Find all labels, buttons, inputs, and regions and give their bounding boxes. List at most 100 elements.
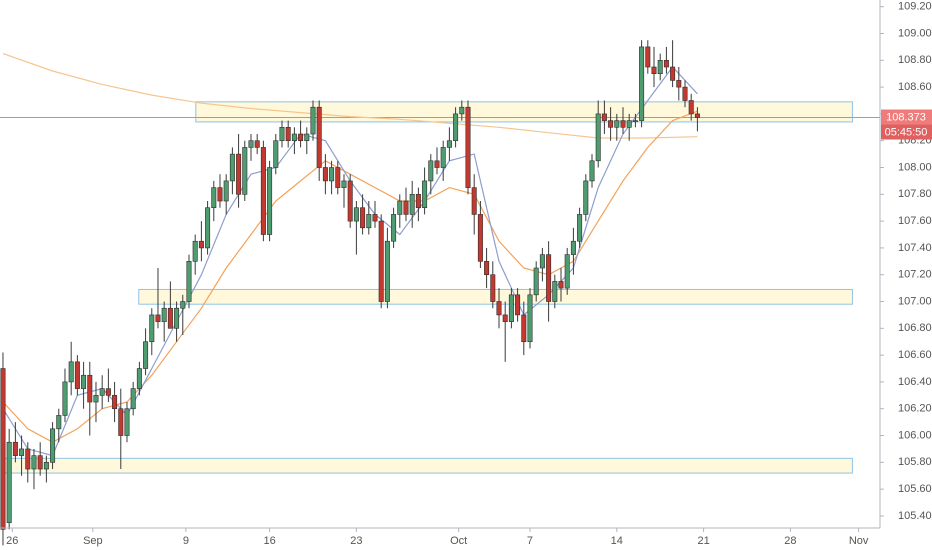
candle-body <box>366 214 372 229</box>
candle-body <box>273 140 279 168</box>
candle-body <box>614 120 620 128</box>
candle-body <box>329 167 335 182</box>
candle-body <box>521 314 527 343</box>
candle-body <box>50 428 56 463</box>
candle-body <box>502 314 508 322</box>
candle-body <box>211 187 217 209</box>
y-tick-label: 106.000 <box>898 429 932 441</box>
x-tick-label: 21 <box>697 535 709 547</box>
candle-body <box>174 307 180 329</box>
y-tick-label: 107.000 <box>898 295 932 307</box>
candle-body <box>279 127 285 142</box>
candle-body <box>676 80 682 88</box>
candle-body <box>6 441 12 523</box>
candle-body <box>595 113 601 162</box>
candle-body <box>242 147 248 195</box>
countdown-label: 05:45:50 <box>885 126 928 138</box>
candle-body <box>236 153 242 195</box>
candle-body <box>583 180 589 215</box>
candle-body <box>558 281 564 289</box>
y-tick-label: 107.800 <box>898 188 932 200</box>
candle-body <box>484 261 490 276</box>
candle-body <box>310 106 316 135</box>
candle-body <box>477 214 483 262</box>
candle-body <box>229 153 235 182</box>
y-tick-label: 106.600 <box>898 349 932 361</box>
x-tick-label: Sep <box>83 535 103 547</box>
candle-body <box>682 86 688 101</box>
candle-body <box>446 140 452 148</box>
candle-body <box>161 307 167 322</box>
candle-body <box>74 361 80 389</box>
y-tick-label: 105.800 <box>898 456 932 468</box>
candle-body <box>422 180 428 209</box>
candle-body <box>198 240 204 249</box>
candle-body <box>99 388 105 396</box>
x-tick-label: Nov <box>849 535 869 547</box>
candle-body <box>546 254 552 302</box>
candle-body <box>651 66 657 75</box>
candle-body <box>105 388 111 396</box>
candle-body <box>341 180 347 188</box>
candle-body <box>657 60 663 75</box>
zone <box>138 288 853 305</box>
y-tick-label: 107.200 <box>898 269 932 281</box>
x-tick-label: Oct <box>450 535 467 547</box>
candle-body <box>552 281 558 302</box>
candle-body <box>496 301 502 316</box>
moving-average <box>2 53 698 139</box>
candle-body <box>180 301 186 309</box>
candle-body <box>663 60 669 68</box>
candle-body <box>87 374 93 403</box>
candle-body <box>136 368 142 389</box>
y-tick-label: 109.000 <box>898 27 932 39</box>
candle-body <box>694 113 700 118</box>
candle-body <box>56 415 62 430</box>
candle-body <box>384 240 390 302</box>
x-tick-label: 14 <box>611 535 623 547</box>
candle-body <box>81 374 87 389</box>
candle-body <box>564 254 570 289</box>
y-tick-label: 108.600 <box>898 81 932 93</box>
candle-body <box>335 167 341 188</box>
candle-body <box>409 194 415 215</box>
candle-body <box>515 294 521 316</box>
y-tick-label: 107.400 <box>898 242 932 254</box>
candle-body <box>570 240 576 255</box>
candle-body <box>670 66 676 81</box>
candle-body <box>434 160 440 168</box>
candle-body <box>459 106 465 115</box>
candle-body <box>155 314 161 322</box>
y-tick-label: 109.200 <box>898 1 932 13</box>
zone <box>4 457 853 474</box>
candle-body <box>440 147 446 168</box>
candle-body <box>465 106 471 188</box>
y-tick-label: 108.800 <box>898 54 932 66</box>
candle-body <box>62 381 68 416</box>
candle-body <box>453 113 459 142</box>
candle-body <box>527 294 533 343</box>
candle-body <box>378 220 384 302</box>
last-price-box <box>881 109 932 125</box>
candle-body <box>322 167 328 182</box>
x-tick-label: 26 <box>6 535 18 547</box>
candle-body <box>25 448 31 470</box>
y-tick-label: 105.600 <box>898 483 932 495</box>
y-tick-label: 106.400 <box>898 376 932 388</box>
candle-body <box>267 167 273 235</box>
candle-body <box>118 408 124 436</box>
candle-body <box>626 120 632 128</box>
candle-body <box>93 395 99 403</box>
candle-body <box>68 361 74 383</box>
x-tick-label: 16 <box>263 535 275 547</box>
candle-body <box>577 214 583 242</box>
y-tick-label: 105.400 <box>898 510 932 522</box>
candle-body <box>415 194 421 209</box>
candle-body <box>632 120 638 122</box>
candle-body <box>260 147 266 235</box>
candle-body <box>347 180 353 222</box>
candle-body <box>589 160 595 182</box>
candle-body <box>143 341 149 369</box>
candle-body <box>539 254 545 269</box>
candle-body <box>31 455 37 470</box>
